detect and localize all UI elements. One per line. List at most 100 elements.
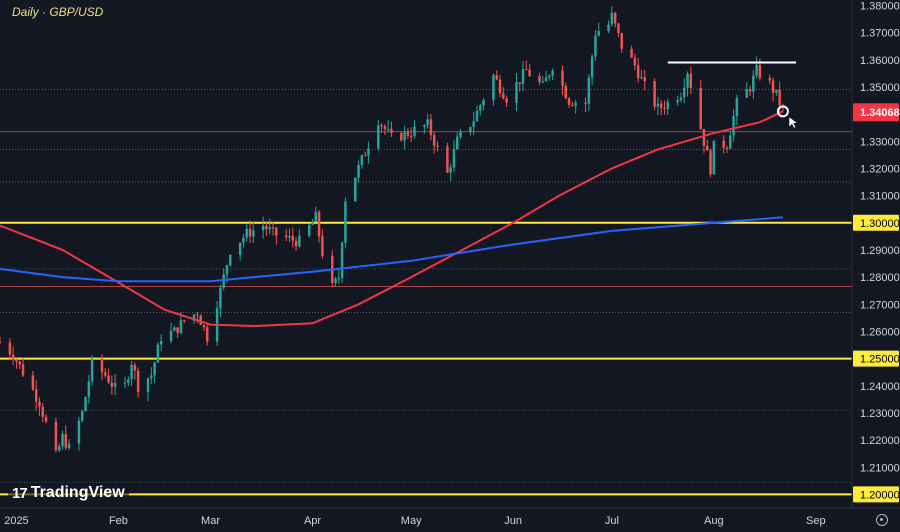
- candle-up: [459, 132, 462, 137]
- candle-up: [159, 341, 163, 345]
- candle-down: [390, 129, 393, 134]
- price-level-tag: [853, 486, 899, 503]
- tradingview-logo-icon: 17: [12, 484, 28, 502]
- candle-down: [294, 240, 298, 247]
- candle-down: [176, 327, 179, 333]
- candle-down: [630, 48, 633, 58]
- candle-down: [561, 70, 564, 86]
- candle-up: [222, 274, 225, 288]
- candle-up: [179, 320, 183, 333]
- price-tick-label: 1.24000: [860, 381, 900, 393]
- candle-down: [709, 150, 712, 175]
- candle-down: [321, 236, 324, 256]
- candle-down: [528, 69, 531, 77]
- candle-down: [498, 79, 502, 94]
- candle-up: [551, 70, 554, 76]
- candle-up: [173, 327, 176, 331]
- candle-down: [706, 145, 709, 151]
- candle-down: [653, 81, 656, 107]
- price-tick-label: 1.30000: [860, 218, 900, 230]
- candle-down: [525, 69, 528, 71]
- candle-down: [64, 434, 68, 448]
- candle-up: [90, 358, 94, 382]
- candle-down: [429, 119, 433, 136]
- price-tick-label: 1.26000: [860, 326, 900, 338]
- candle-up: [67, 443, 71, 448]
- candle-down: [199, 315, 202, 325]
- candle-up: [413, 126, 416, 136]
- moving-average-red: [0, 110, 784, 328]
- candle-up: [403, 131, 406, 141]
- price-tick-label: 1.23000: [860, 408, 900, 420]
- price-tick-label: 1.29000: [860, 245, 900, 257]
- candle-down: [495, 75, 498, 80]
- candle-up: [521, 69, 525, 84]
- moving-average-blue: [0, 216, 783, 283]
- candle-up: [242, 237, 245, 243]
- candle-down: [0, 342, 2, 344]
- candle-down: [291, 235, 295, 241]
- candle-down: [663, 107, 666, 110]
- candle-up: [127, 379, 130, 383]
- candle-up: [81, 411, 84, 421]
- time-tick-label: Aug: [704, 515, 724, 527]
- candle-down: [758, 64, 762, 78]
- last-price-tag-bg: [853, 103, 899, 122]
- time-tick-label: Feb: [109, 515, 128, 527]
- price-tick-label: 1.28000: [860, 272, 900, 284]
- candle-up: [676, 100, 679, 103]
- candle-down: [248, 228, 252, 237]
- candle-down: [284, 235, 288, 238]
- candle-down: [636, 65, 640, 79]
- candle-up: [732, 116, 735, 136]
- price-tick-label: 1.21000: [860, 462, 900, 474]
- candle-up: [426, 119, 429, 126]
- price-tick-label: 1.22000: [860, 435, 900, 447]
- settings-icon[interactable]: [876, 514, 888, 526]
- candle-down: [771, 80, 775, 93]
- candle-down: [202, 324, 206, 328]
- candle-down: [107, 375, 110, 383]
- candle-up: [334, 278, 337, 283]
- candle-down: [699, 88, 702, 129]
- candle-up: [682, 87, 686, 98]
- candle-down: [409, 135, 413, 137]
- candle-up: [340, 242, 344, 279]
- candle-down: [133, 364, 137, 371]
- candle-up: [123, 382, 127, 384]
- candle-up: [666, 102, 670, 110]
- candle-down: [584, 102, 587, 104]
- candle-down: [34, 389, 38, 402]
- candle-up: [311, 221, 314, 225]
- candle-up: [479, 105, 482, 111]
- tradingview-logo-text: TradingView: [30, 484, 125, 501]
- candle-up: [57, 446, 61, 451]
- candle-up: [77, 420, 81, 444]
- candle-up: [515, 82, 518, 103]
- candle-down: [182, 320, 186, 322]
- candle-down: [21, 364, 25, 376]
- candle-down: [400, 133, 403, 141]
- candle-up: [344, 201, 347, 243]
- candle-up: [745, 88, 748, 98]
- candle-down: [110, 382, 114, 387]
- candle-down: [31, 375, 35, 390]
- candle-up: [113, 382, 117, 387]
- arrow-cursor-icon: [788, 115, 800, 129]
- time-tick-label: Mar: [201, 515, 220, 527]
- candle-up: [314, 211, 318, 222]
- price-tick-label: 1.20000: [860, 489, 900, 501]
- candle-up: [656, 103, 660, 107]
- candle-up: [712, 140, 716, 175]
- time-tick-label: Sep: [806, 515, 826, 527]
- candle-up: [354, 177, 357, 202]
- candle-up: [469, 127, 472, 133]
- tradingview-logo: 17 TradingView: [8, 484, 129, 502]
- candle-up: [590, 56, 594, 78]
- candle-up: [610, 12, 614, 25]
- candle-down: [100, 358, 104, 373]
- candle-down: [643, 77, 646, 82]
- candle-down: [196, 314, 199, 316]
- candle-up: [169, 330, 173, 342]
